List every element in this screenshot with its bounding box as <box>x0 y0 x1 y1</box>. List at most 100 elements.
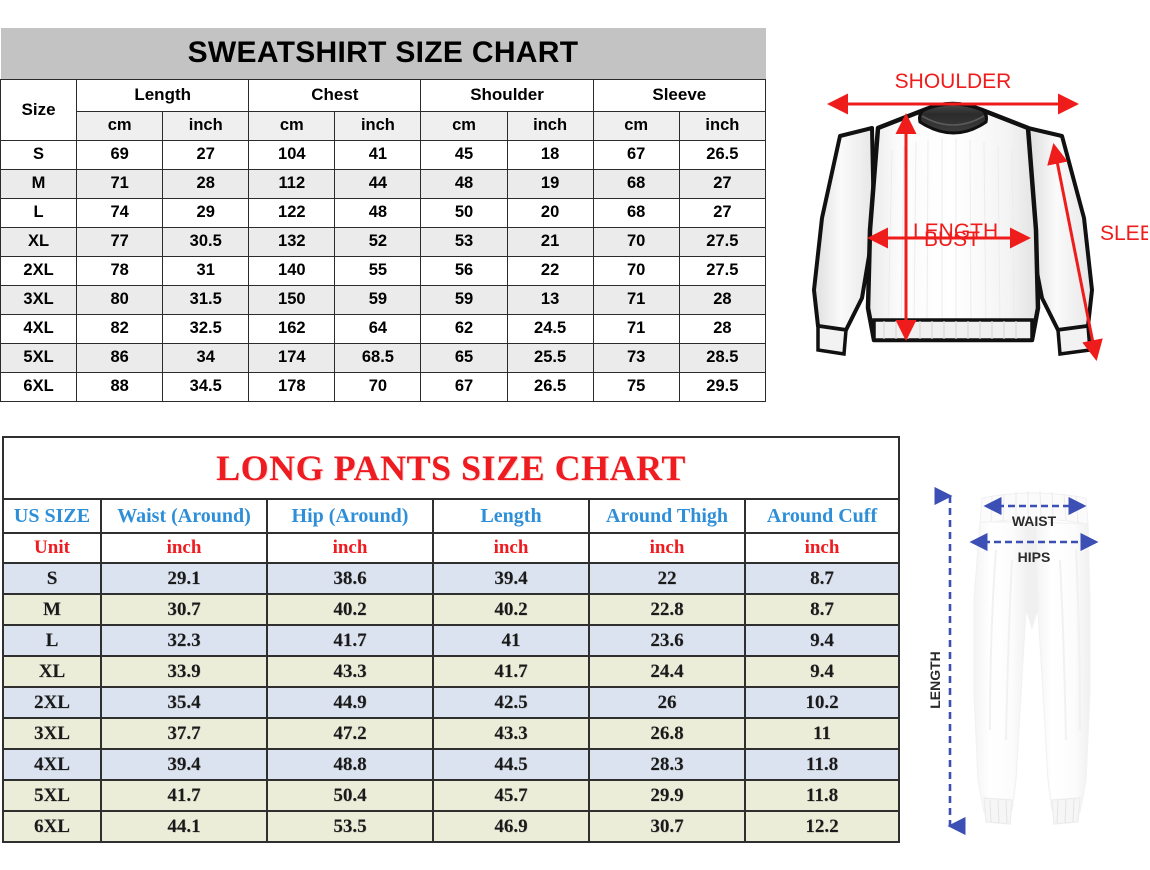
sweatshirt-cell: 104 <box>248 139 336 170</box>
sweatshirt-left-cuff <box>816 323 848 357</box>
sweatshirt-right-cuff <box>1056 324 1092 356</box>
long-pants-size-chart: LONG PANTS SIZE CHART US SIZE Waist (Aro… <box>1 436 901 843</box>
table-row: 4XL 39.4 48.8 44.5 28.3 11.8 <box>2 748 901 781</box>
pants-cell: 41.7 <box>100 779 268 812</box>
sweatshirt-cell: 48 <box>334 197 422 228</box>
pants-header-hip: Hip (Around) <box>266 498 434 534</box>
sweatshirt-row-size: 2XL <box>0 255 78 286</box>
table-row: L 32.3 41.7 41 23.6 9.4 <box>2 624 901 657</box>
sweatshirt-cell: 55 <box>334 255 422 286</box>
pants-cell: 43.3 <box>432 717 590 750</box>
pants-cell: 41.7 <box>432 655 590 688</box>
pants-header-around-thigh: Around Thigh <box>588 498 746 534</box>
pants-unit-length: inch <box>432 532 590 564</box>
pants-cell: 35.4 <box>100 686 268 719</box>
sweatshirt-cell: 68 <box>592 168 680 199</box>
pants-illustration: WAIST HIPS LENGTH <box>920 480 1145 860</box>
pants-cell: 11.8 <box>743 748 901 781</box>
sweatshirt-cell: 64 <box>334 313 422 344</box>
pants-unit-waist: inch <box>100 532 268 564</box>
pants-cell: 11.8 <box>743 779 901 812</box>
pants-row-size: 3XL <box>2 717 102 750</box>
hips-label: HIPS <box>1018 549 1051 565</box>
pants-row-size: 6XL <box>2 810 102 843</box>
sweatshirt-cell: 78 <box>76 255 164 286</box>
pants-cell: 30.7 <box>100 593 268 626</box>
sweatshirt-group-header-row: Size Length Chest Shoulder Sleeve <box>0 78 767 141</box>
sweatshirt-cell: 30.5 <box>162 226 250 257</box>
pants-cell: 32.3 <box>100 624 268 657</box>
pants-unit-label: Unit <box>2 532 102 564</box>
sweatshirt-cell: 45 <box>420 139 508 170</box>
sweatshirt-cell: 32.5 <box>162 313 250 344</box>
sweatshirt-cell: 34 <box>162 342 250 373</box>
pants-right-leg <box>1035 521 1091 813</box>
sweatshirt-cell: 69 <box>76 139 164 170</box>
pants-cuff-ribs <box>989 798 1075 824</box>
sweatshirt-row-size: 5XL <box>0 342 78 373</box>
pants-header-length: Length <box>432 498 590 534</box>
sweatshirt-collar <box>918 102 988 135</box>
pants-cell: 10.2 <box>743 686 901 719</box>
sweatshirt-cell: 48 <box>420 168 508 199</box>
table-row: 4XL 82 32.5 162 64 62 24.5 71 28 <box>0 313 767 344</box>
sweatshirt-cell: 24.5 <box>506 313 594 344</box>
sweatshirt-group-length: Length <box>76 78 250 112</box>
pants-row-size: 5XL <box>2 779 102 812</box>
table-row: 3XL 80 31.5 150 59 59 13 71 28 <box>0 284 767 315</box>
pants-cell: 22.8 <box>588 593 746 626</box>
sweatshirt-row-size: 6XL <box>0 371 78 402</box>
pants-row-size: 4XL <box>2 748 102 781</box>
sweatshirt-cell: 73 <box>592 342 680 373</box>
sweatshirt-chart-title: SWEATSHIRT SIZE CHART <box>0 28 766 80</box>
sweatshirt-row-size: S <box>0 139 78 170</box>
sweatshirt-cell: 26.5 <box>506 371 594 402</box>
sweatshirt-unit-sleeve-inch: inch <box>678 110 767 141</box>
sweatshirt-cell: 28 <box>162 168 250 199</box>
sweatshirt-cell: 132 <box>248 226 336 257</box>
pants-cell: 53.5 <box>266 810 434 843</box>
sweatshirt-illustration: SHOULDER LENGTH BUST SLEEVE <box>800 58 1148 398</box>
pants-cell: 28.3 <box>588 748 746 781</box>
pants-cell: 12.2 <box>743 810 901 843</box>
sweatshirt-cell: 53 <box>420 226 508 257</box>
sweatshirt-cell: 70 <box>334 371 422 402</box>
pants-unit-thigh: inch <box>588 532 746 564</box>
pants-cell: 44.1 <box>100 810 268 843</box>
sweatshirt-cell: 29 <box>162 197 250 228</box>
bust-label: BUST <box>924 228 980 251</box>
waist-label: WAIST <box>1012 513 1057 529</box>
sweatshirt-cell: 70 <box>592 255 680 286</box>
sweatshirt-unit-sleeve-cm: cm <box>592 110 680 141</box>
pants-cell: 40.2 <box>266 593 434 626</box>
sweatshirt-unit-length-cm: cm <box>76 110 164 141</box>
sweatshirt-unit-header-row: cm inch cm inch cm inch cm inch <box>1 110 767 141</box>
pants-header-us-size: US SIZE <box>2 498 102 534</box>
sweatshirt-unit-shoulder-cm: cm <box>420 110 508 141</box>
pants-cell: 43.3 <box>266 655 434 688</box>
sweatshirt-title-row: SWEATSHIRT SIZE CHART <box>0 28 766 80</box>
sweatshirt-collar-seam <box>921 115 985 126</box>
sweatshirt-cell: 178 <box>248 371 336 402</box>
table-row: S 69 27 104 41 45 18 67 26.5 <box>0 139 767 170</box>
sweatshirt-group-chest: Chest <box>248 78 422 112</box>
sweatshirt-hem <box>872 318 1034 342</box>
shoulder-label: SHOULDER <box>895 70 1012 93</box>
sweatshirt-cell: 28 <box>678 284 767 315</box>
sweatshirt-cell: 31 <box>162 255 250 286</box>
sweatshirt-cell: 71 <box>76 168 164 199</box>
pants-title-row: LONG PANTS SIZE CHART <box>1 436 901 500</box>
sweatshirt-cell: 41 <box>334 139 422 170</box>
sweatshirt-left-sleeve <box>812 126 876 332</box>
pants-cell: 39.4 <box>432 562 590 595</box>
table-row: 6XL 44.1 53.5 46.9 30.7 12.2 <box>2 810 901 843</box>
sweatshirt-cell: 27 <box>678 168 767 199</box>
sweatshirt-cell: 77 <box>76 226 164 257</box>
hips-measure-annotation: HIPS <box>969 532 1099 565</box>
sleeve-arrow <box>1047 143 1103 361</box>
sweatshirt-cell: 174 <box>248 342 336 373</box>
pants-cell: 33.9 <box>100 655 268 688</box>
sweatshirt-cell: 86 <box>76 342 164 373</box>
pants-cell: 26 <box>588 686 746 719</box>
pants-header-waist: Waist (Around) <box>100 498 268 534</box>
